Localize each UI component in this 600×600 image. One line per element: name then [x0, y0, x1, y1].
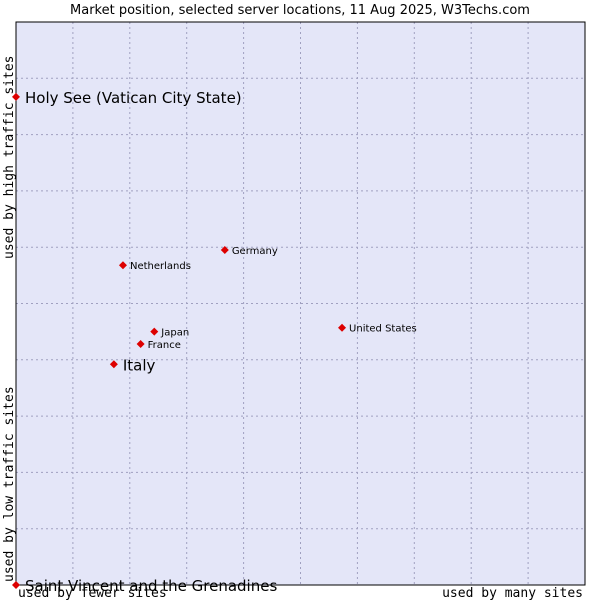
point-label-netherlands: Netherlands — [130, 261, 191, 272]
point-marker-japan — [150, 327, 159, 336]
point-marker-italy — [109, 360, 118, 369]
chart-title: Market position, selected server locatio… — [70, 3, 530, 18]
x-axis-label-low: used by fewer sites — [18, 586, 167, 600]
point-marker-holy-see-vatican-city-state — [12, 92, 20, 101]
y-axis-label-low: used by low traffic sites — [2, 386, 17, 582]
data-points: Holy See (Vatican City State) Saint Vince… — [12, 89, 417, 595]
point-marker-united-states — [338, 323, 347, 332]
point-label-united-states: United States — [349, 324, 417, 335]
point-label-italy: Italy — [123, 356, 156, 374]
point-label-germany: Germany — [232, 246, 278, 257]
point-marker-germany — [220, 246, 229, 255]
point-label-saint-vincent-and-the-grenadines: Saint Vincent and the Grenadines — [25, 577, 277, 595]
y-axis-label-high: used by high traffic sites — [2, 56, 17, 260]
grid-lines — [16, 22, 585, 585]
point-marker-netherlands — [118, 261, 127, 270]
point-label-japan: Japan — [160, 328, 189, 339]
x-axis-label-high: used by many sites — [442, 586, 583, 600]
point-label-france: France — [148, 340, 181, 351]
point-label-holy-see-vatican-city-state: Holy See (Vatican City State) — [25, 89, 242, 107]
point-marker-saint-vincent-and-the-grenadines — [12, 581, 20, 589]
plot-frame — [15, 21, 586, 586]
point-marker-france — [136, 340, 145, 349]
